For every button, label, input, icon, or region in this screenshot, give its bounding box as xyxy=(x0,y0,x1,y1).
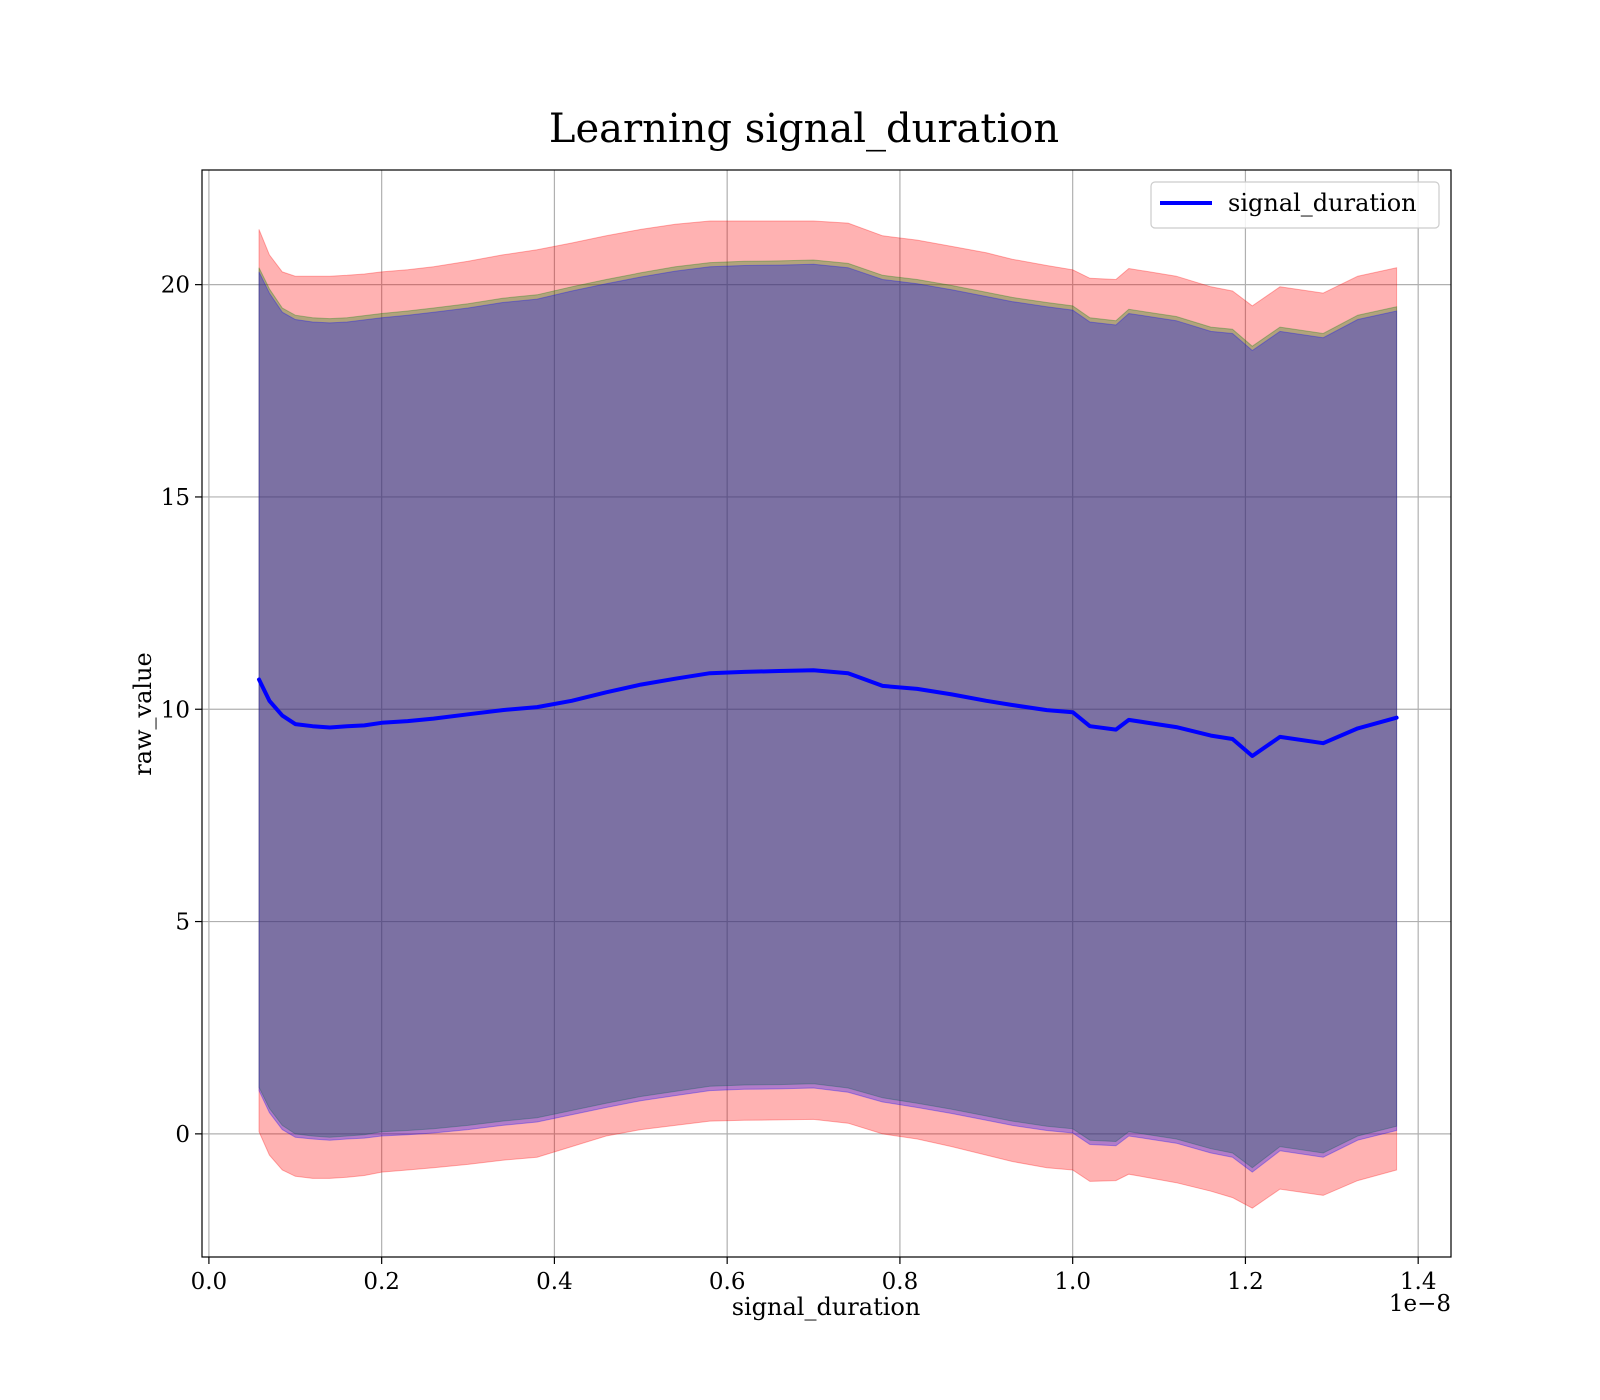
legend-box xyxy=(1150,181,1440,229)
x-axis-label: signal_duration xyxy=(732,1293,921,1321)
confidence-band xyxy=(258,259,1398,1169)
x-tick-label: 0.2 xyxy=(363,1269,400,1295)
legend: signal_duration xyxy=(1150,181,1440,229)
y-tick-label: 10 xyxy=(161,697,190,723)
grid xyxy=(202,170,1451,1257)
y-tick-label: 20 xyxy=(161,273,190,299)
x-axis-offset-label: 1e−8 xyxy=(1389,1291,1451,1317)
confidence-bands xyxy=(258,220,1398,1209)
x-tick-label: 0.4 xyxy=(536,1269,573,1295)
plot-frame xyxy=(201,169,1452,1258)
y-tick-label: 5 xyxy=(175,910,190,936)
y-tick-label: 15 xyxy=(161,485,190,511)
chart-title: Learning signal_duration xyxy=(549,106,1059,152)
y-axis-label: raw_value xyxy=(129,652,157,776)
x-axis-ticks: 0.0 0.2 0.4 0.6 0.8 1.0 1.2 1.4 xyxy=(191,1257,1437,1295)
x-tick-label: 1.2 xyxy=(1227,1269,1264,1295)
y-tick-label: 0 xyxy=(175,1122,190,1148)
confidence-band xyxy=(258,263,1398,1173)
x-tick-label: 1.0 xyxy=(1054,1269,1091,1295)
x-tick-label: 1.4 xyxy=(1400,1269,1437,1295)
series-line-signal-duration xyxy=(257,668,1399,758)
x-tick-label: 0.8 xyxy=(882,1269,919,1295)
y-axis-ticks: 0 5 10 15 20 xyxy=(161,273,202,1148)
x-tick-label: 0.6 xyxy=(709,1269,746,1295)
x-tick-label: 0.0 xyxy=(191,1269,228,1295)
series-lines xyxy=(257,668,1399,758)
legend-label-signal-duration: signal_duration xyxy=(1228,189,1417,217)
confidence-band xyxy=(258,220,1398,1209)
